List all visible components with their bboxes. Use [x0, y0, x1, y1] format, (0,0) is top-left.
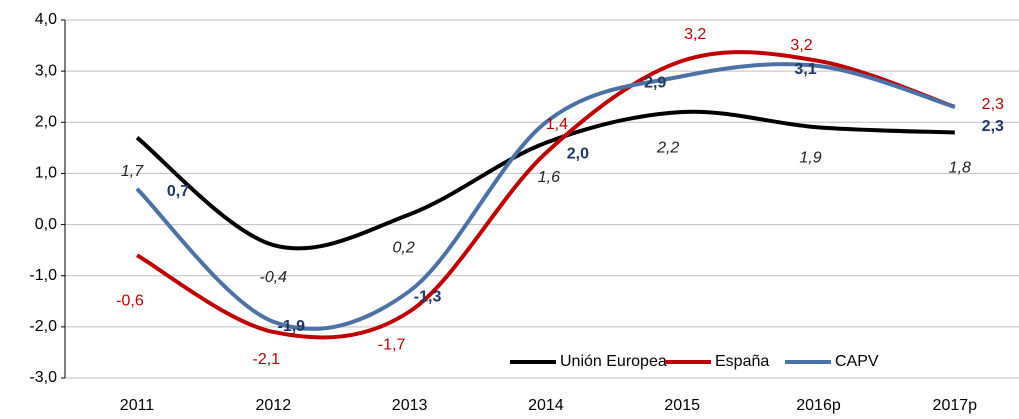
x-tick-label: 2011: [120, 397, 155, 414]
y-tick-label: 3,0: [35, 62, 57, 79]
data-label: 0,2: [392, 240, 414, 257]
x-tick-label: 2015: [664, 397, 700, 414]
data-label: 1,6: [538, 169, 560, 186]
x-tick-label: 2013: [392, 397, 428, 414]
data-label: 1,8: [949, 160, 971, 177]
legend-label: CAPV: [835, 353, 879, 370]
x-tick-label: 2012: [256, 397, 292, 414]
line: [135, 109, 955, 251]
y-tick-label: 0,0: [35, 216, 57, 233]
line: [136, 50, 956, 340]
data-label: 2,2: [656, 139, 679, 156]
data-label: 3,2: [684, 26, 706, 43]
data-label: 1,9: [799, 150, 821, 167]
data-label: -0,6: [116, 292, 144, 309]
legend-label: España: [715, 353, 769, 370]
data-label: 2,3: [982, 96, 1004, 113]
y-tick-label: 1,0: [35, 165, 57, 182]
data-label: -1,7: [378, 337, 406, 354]
data-label: 0,7: [167, 183, 189, 200]
y-tick-label: 4,0: [35, 11, 57, 28]
x-tick-label: 2017p: [933, 397, 978, 414]
legend-label: Unión Europea: [560, 353, 667, 370]
data-label: 2,9: [644, 74, 666, 91]
y-tick-label: -3,0: [29, 369, 57, 386]
x-tick-label: 2016p: [796, 397, 841, 414]
data-label: -2,1: [253, 351, 281, 368]
data-label: 2,0: [567, 146, 589, 163]
y-tick-label: -1,0: [29, 267, 57, 284]
data-label: 1,7: [121, 163, 144, 180]
line: [135, 62, 956, 331]
y-tick-label: -2,0: [29, 318, 57, 335]
y-tick-label: 2,0: [35, 114, 57, 131]
data-label: -0,4: [260, 269, 288, 286]
data-label: -1,3: [414, 288, 442, 305]
data-label: 1,4: [546, 116, 568, 133]
x-tick-label: 2014: [528, 397, 564, 414]
data-label: 3,1: [794, 61, 816, 78]
data-label: 2,3: [982, 118, 1004, 135]
data-label: -1,9: [278, 318, 306, 335]
data-label: 3,2: [790, 37, 812, 54]
